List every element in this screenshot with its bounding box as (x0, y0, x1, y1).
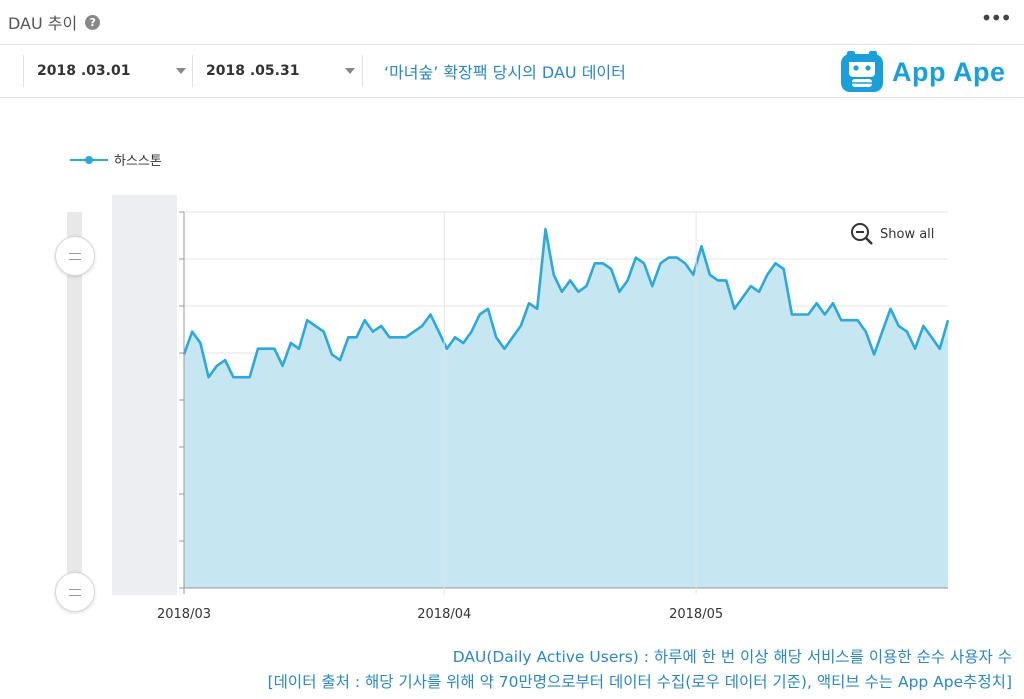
show-all-button[interactable]: Show all (850, 222, 934, 246)
chevron-down-icon (176, 68, 186, 74)
start-date-value: 2018 .03.01 (37, 63, 131, 79)
show-all-label: Show all (880, 226, 935, 242)
series-line (182, 227, 950, 379)
logo-text: App Ape (892, 56, 1006, 87)
end-date-value: 2018 .05.31 (206, 63, 300, 79)
help-icon[interactable]: ? (85, 14, 101, 30)
x-tick-label: 2018/04 (417, 607, 471, 622)
chevron-down-icon (345, 68, 355, 74)
series-area (184, 229, 948, 588)
legend-series-label: 하스스톤 (114, 154, 162, 169)
footer-source: [데이터 출처 : 해당 기사를 위해 약 70만명으로부터 데이터 수집(로우… (267, 673, 1012, 691)
x-tick-label: 2018/05 (669, 607, 723, 622)
page-title-wrap: DAU 추이 ? (8, 10, 101, 34)
zoom-out-icon (851, 223, 873, 245)
start-date-select[interactable]: 2018 .03.01 (23, 55, 194, 87)
chart-legend[interactable]: 하스스톤 (70, 150, 162, 169)
chart-caption: ‘마녀숲’ 확장팩 당시의 DAU 데이터 (384, 63, 626, 82)
footer-definition: DAU(Daily Active Users) : 하루에 한 번 이상 해당 … (452, 648, 1012, 666)
app-ape-logo: App Ape (840, 50, 1006, 94)
range-navigator-window[interactable] (112, 195, 177, 595)
legend-line-marker (70, 155, 108, 164)
monkey-logo-icon (841, 51, 883, 92)
toolbar-divider (362, 55, 363, 87)
x-tick-label: 2018/03 (157, 607, 211, 622)
range-bottom-handle[interactable] (55, 572, 95, 612)
range-navigator-track[interactable] (67, 212, 82, 592)
range-top-handle[interactable] (55, 236, 95, 276)
page-header: DAU 추이 ? ••• (0, 0, 1024, 45)
end-date-select[interactable]: 2018 .05.31 (192, 55, 363, 87)
page-title: DAU 추이 (8, 14, 78, 33)
more-options-icon[interactable]: ••• (980, 6, 1012, 30)
